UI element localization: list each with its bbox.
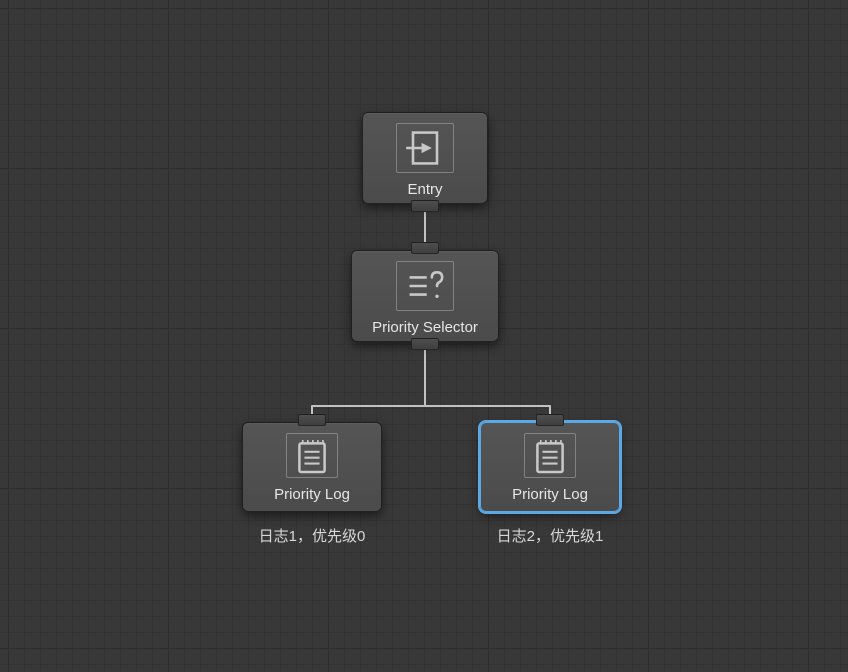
node-selector[interactable]: Priority Selector	[351, 250, 499, 342]
port-in[interactable]	[298, 414, 326, 426]
port-out[interactable]	[411, 338, 439, 350]
node-label: Priority Selector	[372, 319, 478, 336]
node-log2[interactable]: Priority Log日志2，优先级1	[480, 422, 620, 512]
port-out[interactable]	[411, 200, 439, 212]
port-in[interactable]	[411, 242, 439, 254]
port-in[interactable]	[536, 414, 564, 426]
log-icon	[286, 433, 338, 478]
node-sublabel: 日志1，优先级0	[259, 525, 366, 546]
node-entry[interactable]: Entry	[362, 112, 488, 204]
node-sublabel: 日志2，优先级1	[497, 525, 604, 546]
node-label: Entry	[407, 181, 442, 198]
priority-selector-icon	[396, 261, 454, 311]
entry-icon	[396, 123, 454, 173]
log-icon	[524, 433, 576, 478]
node-log1[interactable]: Priority Log日志1，优先级0	[242, 422, 382, 512]
node-label: Priority Log	[274, 486, 350, 503]
node-label: Priority Log	[512, 486, 588, 503]
behavior-tree-canvas[interactable]: Entry Priority Selector Priority Log日志1，…	[0, 0, 848, 672]
